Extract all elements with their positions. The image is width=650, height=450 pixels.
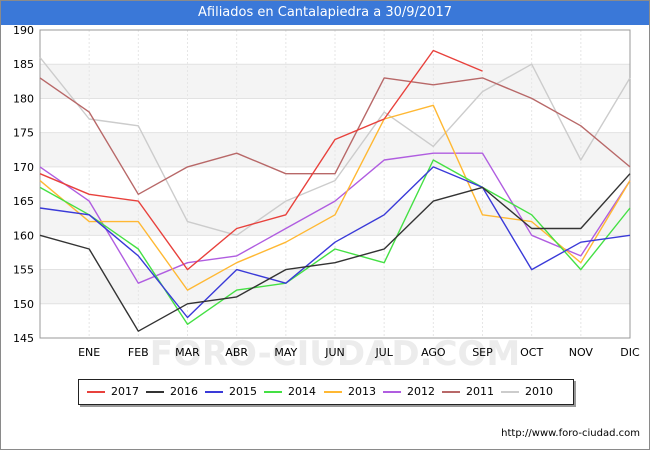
grid-band bbox=[40, 64, 630, 99]
series-line-2010 bbox=[39, 56, 631, 236]
legend-swatch bbox=[87, 391, 105, 393]
series-line-2014 bbox=[39, 159, 631, 325]
plot-border bbox=[39, 29, 631, 339]
series-line-2016 bbox=[39, 173, 631, 332]
grid-band bbox=[40, 132, 630, 167]
chart-legend: 2017 2016 2015 2014 2013 2012 2011 2010 bbox=[78, 379, 574, 405]
y-tick-label: 150 bbox=[13, 298, 34, 311]
y-tick-label: 190 bbox=[13, 24, 34, 37]
series-line-2017 bbox=[39, 49, 483, 271]
legend-swatch bbox=[501, 391, 519, 393]
series-line-2011 bbox=[39, 77, 631, 195]
x-tick-label: SEP bbox=[472, 346, 493, 359]
y-tick-label: 165 bbox=[13, 195, 34, 208]
series-line-2015 bbox=[39, 166, 631, 319]
series-line-2012 bbox=[39, 152, 631, 284]
legend-swatch bbox=[324, 391, 342, 393]
y-tick-label: 155 bbox=[13, 264, 34, 277]
legend-label: 2012 bbox=[407, 385, 435, 398]
legend-label: 2017 bbox=[111, 385, 139, 398]
legend-swatch bbox=[383, 391, 401, 393]
y-tick-label: 185 bbox=[13, 58, 34, 71]
legend-label: 2013 bbox=[348, 385, 376, 398]
y-tick-label: 175 bbox=[13, 127, 34, 140]
y-tick-label: 180 bbox=[13, 92, 34, 105]
watermark-text: FORO-CIUDAD.COM bbox=[150, 334, 521, 374]
source-url: http://www.foro-ciudad.com bbox=[501, 428, 640, 439]
legend-label: 2010 bbox=[525, 385, 553, 398]
x-tick-label: JUN bbox=[324, 346, 345, 359]
x-tick-label: NOV bbox=[569, 346, 594, 359]
chart-title: Afiliados en Cantalapiedra a 30/9/2017 bbox=[1, 1, 649, 25]
x-tick-label: DIC bbox=[620, 346, 640, 359]
x-tick-label: ENE bbox=[78, 346, 100, 359]
legend-swatch bbox=[146, 391, 164, 393]
x-tick-label: MAR bbox=[175, 346, 200, 359]
x-tick-label: MAY bbox=[274, 346, 297, 359]
x-tick-label: ABR bbox=[225, 346, 248, 359]
legend-label: 2011 bbox=[466, 385, 494, 398]
series-line-2013 bbox=[39, 104, 631, 291]
legend-label: 2015 bbox=[229, 385, 257, 398]
y-tick-label: 160 bbox=[13, 229, 34, 242]
x-tick-label: AGO bbox=[421, 346, 446, 359]
x-tick-label: OCT bbox=[520, 346, 543, 359]
y-tick-label: 145 bbox=[13, 332, 34, 345]
x-tick-label: JUL bbox=[374, 346, 393, 359]
legend-swatch bbox=[264, 391, 282, 393]
x-tick-label: FEB bbox=[128, 346, 149, 359]
legend-label: 2016 bbox=[170, 385, 198, 398]
y-tick-label: 170 bbox=[13, 161, 34, 174]
legend-swatch bbox=[205, 391, 223, 393]
legend-swatch bbox=[442, 391, 460, 393]
legend-label: 2014 bbox=[288, 385, 316, 398]
